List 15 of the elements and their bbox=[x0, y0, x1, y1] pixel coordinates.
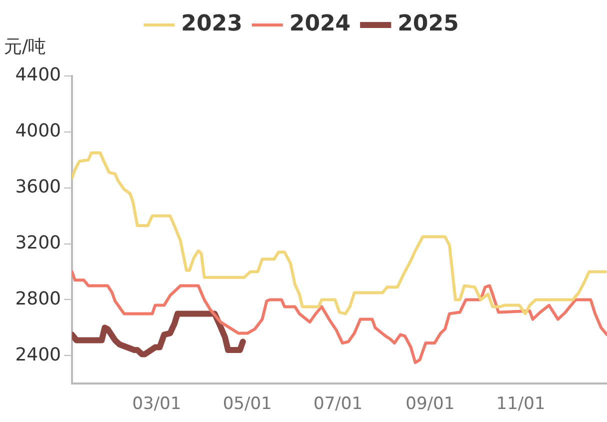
y-tick-label: 3200 bbox=[15, 232, 61, 254]
y-tick-label: 4400 bbox=[15, 64, 61, 86]
x-tick-label: 11/01 bbox=[496, 394, 546, 414]
x-tick-label: 03/01 bbox=[132, 394, 182, 414]
x-tick-label: 09/01 bbox=[406, 394, 455, 414]
y-tick-label: 2800 bbox=[15, 288, 61, 310]
y-tick-label: 2400 bbox=[15, 344, 61, 366]
legend-label: 2024 bbox=[289, 12, 351, 37]
legend-label: 2025 bbox=[398, 12, 459, 37]
y-tick-label: 4000 bbox=[15, 120, 61, 142]
y-tick-label: 3600 bbox=[15, 176, 61, 198]
x-tick-label: 05/01 bbox=[222, 394, 272, 414]
y-axis-title: 元/吨 bbox=[4, 36, 46, 58]
legend-label: 2023 bbox=[181, 12, 242, 37]
x-tick-label: 07/01 bbox=[314, 394, 363, 414]
